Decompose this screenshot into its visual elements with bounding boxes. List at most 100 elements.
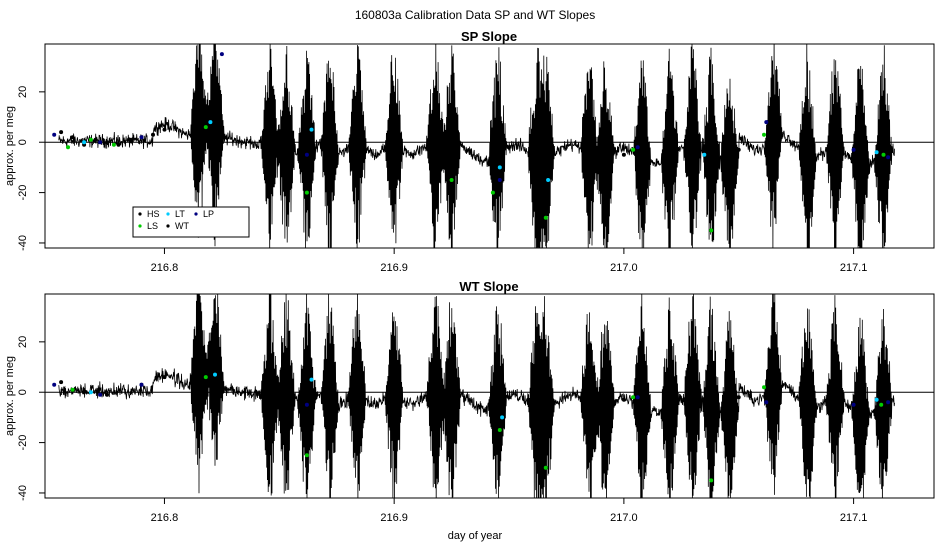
y-tick-label: -20 bbox=[17, 185, 29, 201]
y-tick-label: -20 bbox=[17, 435, 29, 451]
point-wt bbox=[277, 402, 282, 407]
plot-frame bbox=[44, 43, 935, 249]
point-hs bbox=[116, 142, 121, 147]
plot-area bbox=[45, 44, 934, 248]
legend-label: LP bbox=[203, 209, 214, 219]
wt-slope-panel: WT Slope approx. per meg day of year 216… bbox=[4, 279, 935, 542]
point-hs bbox=[59, 130, 64, 135]
plot-frame bbox=[44, 293, 935, 499]
point-lt bbox=[309, 377, 314, 382]
sp-slope-panel: SP Slope approx. per meg 216.8 216.9 217.0… bbox=[4, 29, 935, 274]
point-ls bbox=[66, 145, 70, 150]
point-hs bbox=[93, 137, 98, 142]
point-lp bbox=[886, 400, 891, 405]
point-lp bbox=[635, 395, 640, 400]
point-lt bbox=[213, 372, 217, 377]
point-lt bbox=[500, 415, 505, 420]
x-tick-label: 216.8 bbox=[151, 512, 179, 524]
point-ls bbox=[543, 215, 548, 220]
x-tick-label: 216.9 bbox=[380, 262, 408, 274]
point-lp bbox=[851, 147, 856, 152]
x-tick-label: 217.1 bbox=[840, 262, 868, 274]
x-tick-label: 217.0 bbox=[610, 262, 638, 274]
series-ls bbox=[70, 375, 884, 483]
point-lt bbox=[546, 178, 551, 182]
point-ls bbox=[543, 465, 548, 470]
point-lp bbox=[98, 392, 103, 397]
legend-marker bbox=[194, 212, 198, 216]
point-lt bbox=[88, 390, 93, 395]
point-lt bbox=[702, 152, 707, 157]
wt-slope-title: WT Slope bbox=[459, 279, 518, 294]
sp-slope-ylabel: approx. per meg bbox=[4, 106, 16, 186]
point-ls bbox=[304, 453, 309, 458]
y-tick-label: 0 bbox=[17, 389, 29, 395]
point-lp bbox=[139, 382, 144, 387]
point-lp bbox=[497, 178, 502, 182]
y-tick-label: -40 bbox=[17, 235, 29, 251]
x-tick-label: 216.9 bbox=[380, 512, 408, 524]
point-lp bbox=[851, 402, 856, 407]
point-ls bbox=[709, 478, 714, 483]
point-wt bbox=[828, 410, 833, 415]
point-wt bbox=[162, 375, 167, 380]
legend-marker bbox=[166, 212, 170, 216]
point-hs bbox=[105, 392, 109, 397]
point-ls bbox=[631, 147, 636, 152]
legend-label: LT bbox=[175, 209, 185, 219]
legend: HS LT LP LS WT bbox=[132, 206, 250, 238]
point-lt bbox=[874, 397, 879, 402]
point-lt bbox=[874, 150, 879, 155]
point-ls bbox=[304, 190, 309, 195]
point-hs bbox=[151, 132, 155, 137]
point-ls bbox=[203, 375, 208, 380]
legend-marker bbox=[166, 224, 170, 228]
series-lp bbox=[52, 382, 891, 407]
series-wt bbox=[162, 127, 833, 165]
series-ls bbox=[66, 125, 886, 233]
point-ls bbox=[70, 387, 75, 392]
point-hs bbox=[59, 380, 64, 385]
point-hs bbox=[105, 140, 109, 145]
point-wt bbox=[507, 395, 511, 400]
point-ls bbox=[762, 132, 766, 137]
point-wt bbox=[392, 147, 397, 152]
noise-trace bbox=[58, 294, 895, 498]
point-ls bbox=[111, 142, 116, 147]
series-wt bbox=[162, 375, 833, 415]
series-lt bbox=[88, 372, 879, 420]
point-ls bbox=[631, 395, 636, 400]
series-lp bbox=[52, 52, 891, 182]
legend-marker bbox=[138, 212, 142, 216]
wt-slope-xlabel: day of year bbox=[448, 530, 503, 542]
point-ls bbox=[88, 137, 93, 142]
point-lt bbox=[309, 127, 314, 132]
y-tick-label: -40 bbox=[17, 485, 29, 501]
point-lt bbox=[497, 165, 502, 170]
point-lp bbox=[764, 120, 769, 125]
point-hs bbox=[82, 390, 87, 395]
legend-box bbox=[132, 206, 250, 238]
point-lp bbox=[52, 382, 57, 387]
point-ls bbox=[449, 178, 454, 182]
legend-marker bbox=[138, 224, 142, 228]
point-lp bbox=[52, 132, 57, 137]
point-lp bbox=[635, 145, 640, 150]
noise-trace bbox=[58, 44, 895, 248]
point-lt bbox=[82, 140, 87, 145]
y-tick-label: 0 bbox=[17, 139, 29, 145]
point-wt bbox=[277, 152, 282, 157]
point-lp bbox=[219, 52, 224, 57]
point-ls bbox=[709, 228, 714, 233]
y-tick-label: 20 bbox=[17, 86, 29, 98]
point-ls bbox=[762, 385, 766, 390]
point-wt bbox=[507, 145, 511, 150]
point-ls bbox=[490, 190, 495, 195]
legend-label: HS bbox=[147, 209, 160, 219]
plot-area bbox=[45, 294, 934, 498]
x-tick-label: 217.0 bbox=[610, 512, 638, 524]
point-ls bbox=[879, 402, 884, 407]
series-lt bbox=[82, 120, 879, 182]
x-tick-label: 216.8 bbox=[151, 262, 179, 274]
legend-label: LS bbox=[147, 221, 158, 231]
